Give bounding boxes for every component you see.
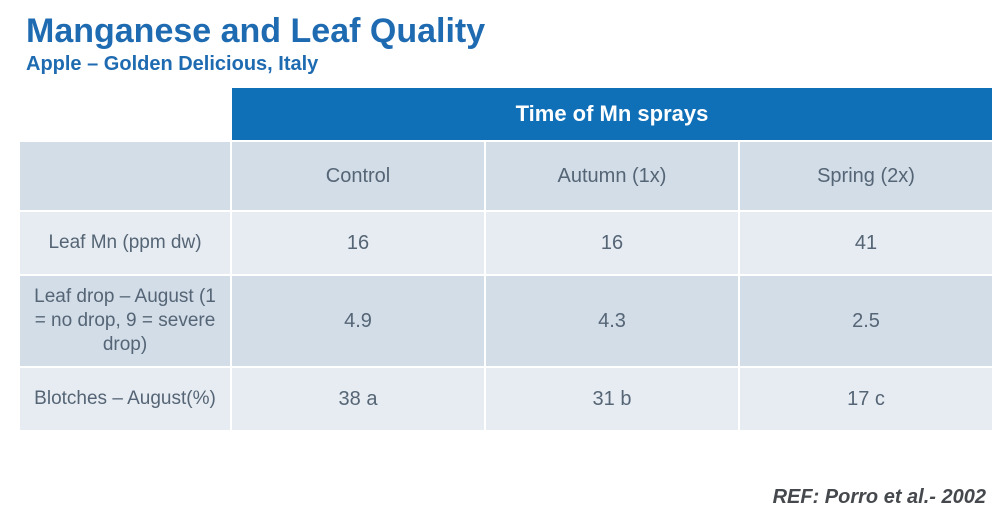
table-subheader-blank	[20, 142, 230, 210]
table-row: Leaf Mn (ppm dw) 16 16 41	[20, 212, 992, 274]
slide-container: Manganese and Leaf Quality Apple – Golde…	[0, 0, 1006, 517]
data-cell: 16	[232, 212, 484, 274]
data-cell: 38 a	[232, 368, 484, 430]
data-cell: 41	[740, 212, 992, 274]
table-row: Leaf drop – August (1 = no drop, 9 = sev…	[20, 276, 992, 366]
row-label: Leaf Mn (ppm dw)	[20, 212, 230, 274]
table-spanning-header: Time of Mn sprays	[232, 88, 992, 140]
page-subtitle: Apple – Golden Delicious, Italy	[18, 53, 988, 76]
row-label: Blotches – August(%)	[20, 368, 230, 430]
data-cell: 31 b	[486, 368, 738, 430]
data-cell: 4.3	[486, 276, 738, 366]
data-table: Time of Mn sprays Control Autumn (1x) Sp…	[18, 86, 994, 432]
table-row: Blotches – August(%) 38 a 31 b 17 c	[20, 368, 992, 430]
column-header: Control	[232, 142, 484, 210]
data-cell: 16	[486, 212, 738, 274]
row-label: Leaf drop – August (1 = no drop, 9 = sev…	[20, 276, 230, 366]
table-header-blank	[20, 88, 230, 140]
data-cell: 2.5	[740, 276, 992, 366]
page-title: Manganese and Leaf Quality	[18, 12, 988, 51]
table-header-row: Time of Mn sprays	[20, 88, 992, 140]
table-subheader-row: Control Autumn (1x) Spring (2x)	[20, 142, 992, 210]
reference-citation: REF: Porro et al.- 2002	[773, 486, 986, 509]
data-cell: 17 c	[740, 368, 992, 430]
column-header: Autumn (1x)	[486, 142, 738, 210]
data-cell: 4.9	[232, 276, 484, 366]
column-header: Spring (2x)	[740, 142, 992, 210]
